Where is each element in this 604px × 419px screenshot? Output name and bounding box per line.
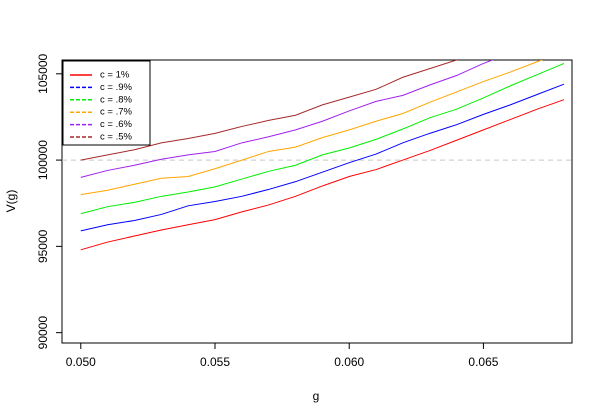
legend: c = 1%c = .9%c = .8% c = .7%c = .6% c = .5… — [62, 60, 151, 146]
legend-label: c = .7% — [100, 107, 132, 118]
y-axis-label: V(g) — [4, 190, 18, 213]
y-tick-label: 90000 — [36, 316, 50, 350]
legend-label: c = .8% — [100, 94, 132, 105]
plot-frame — [61, 59, 573, 344]
series-line — [80, 99, 565, 251]
series-line — [80, 62, 565, 215]
series-line — [80, 60, 494, 178]
legend-label: c = 1% — [100, 70, 130, 81]
legend-label: c = .9% — [100, 82, 132, 93]
x-tick-label: 0.060 — [334, 355, 364, 369]
y-tick-label: 95000 — [36, 229, 50, 263]
lines — [62, 60, 572, 251]
x-axis-label: g — [313, 389, 320, 403]
legend-label: c = .6% — [100, 119, 132, 130]
x-tick-label: 0.050 — [66, 355, 96, 369]
legend-label: c = .5% — [100, 132, 132, 143]
series-line — [80, 60, 543, 196]
x-tick-label: 0.065 — [468, 355, 498, 369]
series-line — [80, 60, 459, 161]
x-tick-label: 0.055 — [200, 355, 230, 369]
y-tick-label: 100000 — [36, 140, 50, 180]
y-tick-label: 105000 — [36, 53, 50, 93]
series-line — [80, 83, 565, 232]
